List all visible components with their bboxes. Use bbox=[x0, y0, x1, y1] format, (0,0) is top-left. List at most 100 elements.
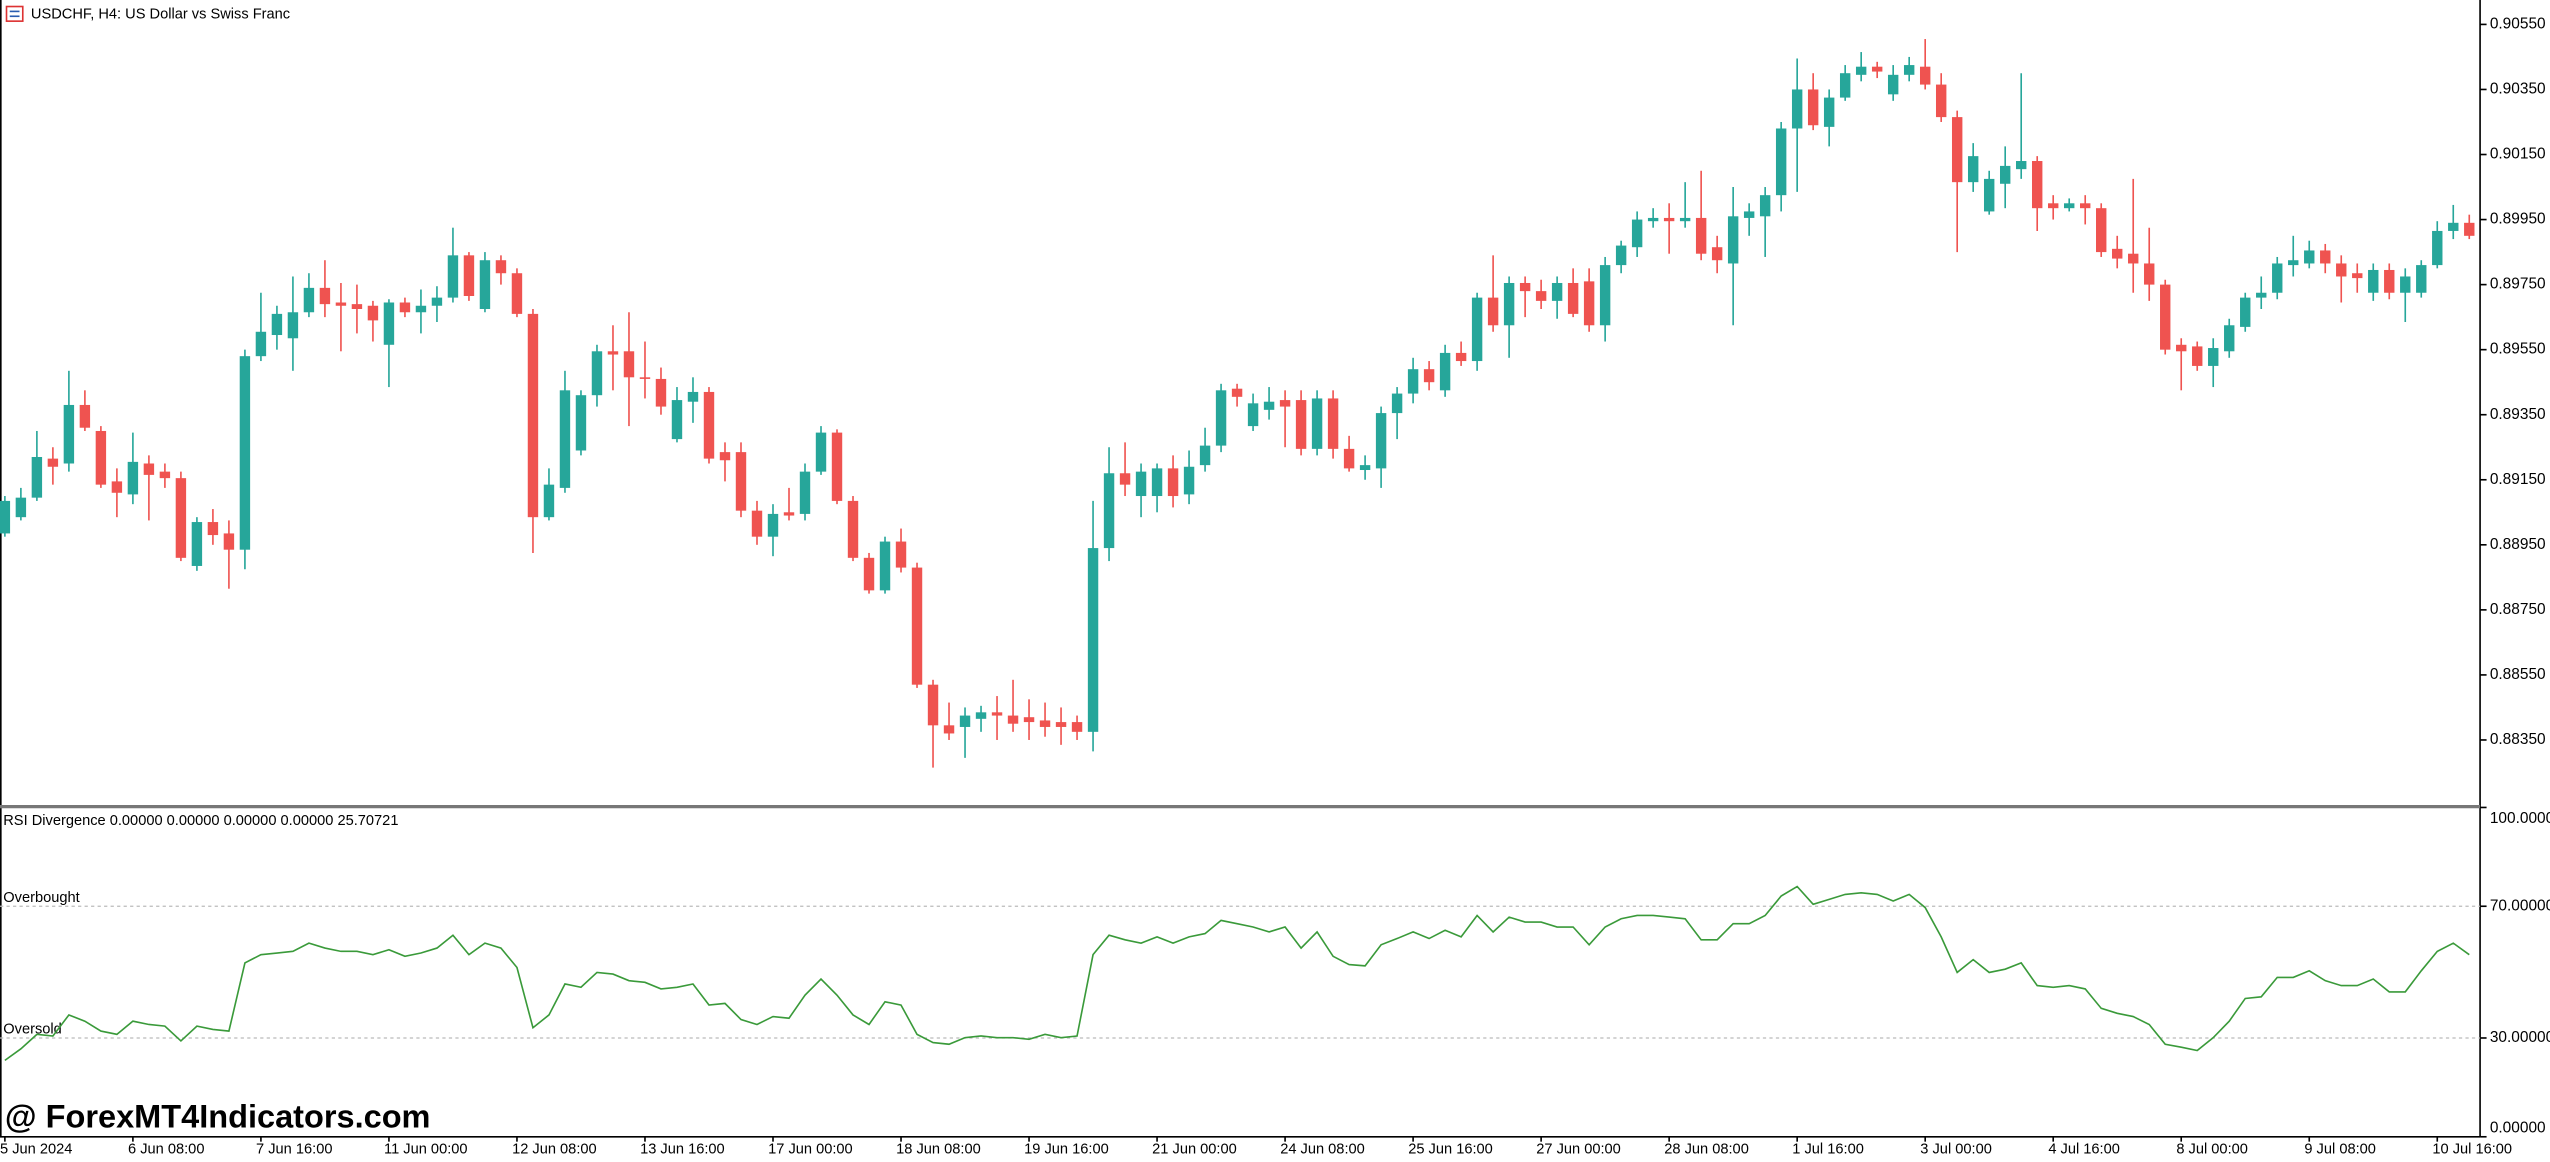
candle-body bbox=[2240, 297, 2251, 327]
candle-body bbox=[0, 500, 11, 534]
candle-body bbox=[863, 557, 875, 591]
candle-body bbox=[159, 471, 171, 479]
candle-body bbox=[2288, 260, 2299, 266]
candle-body bbox=[735, 452, 747, 511]
candle-body bbox=[1343, 448, 1355, 469]
candle-body bbox=[495, 260, 507, 274]
candle-body bbox=[1519, 282, 1531, 292]
indicator-title: RSI Divergence 0.00000 0.00000 0.00000 0… bbox=[3, 813, 398, 829]
candle-body bbox=[1391, 393, 1403, 414]
candle-body bbox=[31, 456, 43, 498]
candle-body bbox=[2400, 276, 2411, 293]
candle-body bbox=[1167, 468, 1179, 497]
x-tick-label: 7 Jun 16:00 bbox=[256, 1142, 332, 1158]
candle-body bbox=[895, 541, 907, 568]
watermark: @ ForexMT4Indicators.com bbox=[5, 1098, 431, 1134]
candle-body bbox=[1583, 281, 1595, 326]
chart-title: USDCHF, H4: US Dollar vs Swiss Franc bbox=[31, 7, 290, 23]
y2-tick-label: 0.00000 bbox=[2490, 1120, 2546, 1137]
candle-body bbox=[1439, 352, 1451, 391]
candle-body bbox=[1455, 352, 1467, 362]
x-tick-label: 3 Jul 00:00 bbox=[1920, 1142, 1992, 1158]
y-tick-label: 0.88750 bbox=[2490, 601, 2546, 618]
candle-body bbox=[1183, 466, 1195, 495]
candle-body bbox=[1711, 247, 1723, 261]
y-tick-label: 0.89350 bbox=[2490, 406, 2546, 423]
x-tick-label: 9 Jul 08:00 bbox=[2304, 1142, 2376, 1158]
candle-body bbox=[239, 356, 251, 550]
candle-body bbox=[1823, 97, 1835, 127]
candle-body bbox=[2160, 284, 2171, 350]
candle-body bbox=[2176, 344, 2187, 352]
candle-body bbox=[2368, 269, 2379, 293]
x-tick-label: 25 Jun 16:00 bbox=[1408, 1142, 1493, 1158]
candle-body bbox=[1375, 413, 1387, 469]
y-tick-label: 0.90350 bbox=[2490, 81, 2546, 98]
y-tick-label: 0.90550 bbox=[2490, 15, 2546, 32]
candle-body bbox=[2336, 263, 2347, 277]
candle-body bbox=[79, 404, 91, 428]
candle-body bbox=[591, 351, 603, 396]
candle-body bbox=[1935, 84, 1947, 118]
candle-body bbox=[2080, 203, 2091, 209]
candle-body bbox=[1295, 400, 1307, 449]
x-tick-label: 18 Jun 08:00 bbox=[896, 1142, 981, 1158]
candle-body bbox=[1535, 291, 1547, 301]
candle-body bbox=[1071, 722, 1083, 732]
candle-body bbox=[1327, 398, 1339, 449]
candle-body bbox=[1631, 219, 1643, 248]
candle-body bbox=[687, 391, 699, 402]
candle-body bbox=[1503, 282, 1515, 326]
level-label: Oversold bbox=[3, 1022, 62, 1038]
candle-body bbox=[719, 452, 731, 461]
candle-body bbox=[2096, 208, 2107, 253]
candle-body bbox=[1663, 217, 1675, 222]
x-tick-label: 24 Jun 08:00 bbox=[1280, 1142, 1365, 1158]
candle-body bbox=[351, 304, 363, 310]
candle-body bbox=[95, 430, 107, 485]
candle-body bbox=[2031, 161, 2043, 209]
y-tick-label: 0.88550 bbox=[2490, 666, 2546, 683]
y-tick-label: 0.89950 bbox=[2490, 211, 2546, 228]
candle-body bbox=[1023, 717, 1035, 723]
x-tick-label: 27 Jun 00:00 bbox=[1536, 1142, 1621, 1158]
candle-body bbox=[319, 287, 331, 305]
level-label: Overbought bbox=[3, 890, 79, 906]
candle-body bbox=[1983, 178, 1995, 212]
y-tick-label: 0.89550 bbox=[2490, 341, 2546, 358]
candle-body bbox=[2416, 265, 2427, 293]
x-tick-label: 1 Jul 16:00 bbox=[1792, 1142, 1864, 1158]
candle-body bbox=[2128, 253, 2139, 264]
candle-body bbox=[1999, 165, 2011, 184]
candle-body bbox=[655, 378, 667, 407]
candle-body bbox=[1839, 73, 1851, 98]
candle-body bbox=[1791, 89, 1803, 129]
x-tick-label: 21 Jun 00:00 bbox=[1152, 1142, 1237, 1158]
candle-body bbox=[63, 404, 75, 464]
x-tick-label: 11 Jun 00:00 bbox=[384, 1142, 468, 1158]
candle-body bbox=[831, 432, 843, 501]
candle-body bbox=[959, 715, 971, 727]
candle-body bbox=[1951, 117, 1963, 183]
candle-body bbox=[2048, 203, 2059, 209]
candle-body bbox=[1279, 400, 1291, 407]
candle-body bbox=[1359, 465, 1371, 471]
candle-body bbox=[879, 541, 891, 591]
candle-body bbox=[559, 390, 571, 488]
candle-body bbox=[1119, 473, 1131, 485]
candle-body bbox=[1199, 445, 1211, 466]
candle-body bbox=[47, 458, 59, 467]
candle-body bbox=[2192, 346, 2203, 366]
candle-body bbox=[2384, 269, 2395, 293]
candle-body bbox=[799, 471, 811, 514]
candle-body bbox=[2320, 250, 2331, 264]
candle-body bbox=[2464, 222, 2475, 236]
candle-body bbox=[1215, 390, 1227, 446]
candle-body bbox=[1871, 66, 1883, 72]
candle-body bbox=[1599, 265, 1611, 326]
candle-body bbox=[511, 273, 523, 314]
candle-body bbox=[1679, 217, 1691, 222]
candle-body bbox=[2112, 248, 2123, 259]
x-tick-label: 8 Jul 00:00 bbox=[2176, 1142, 2248, 1158]
